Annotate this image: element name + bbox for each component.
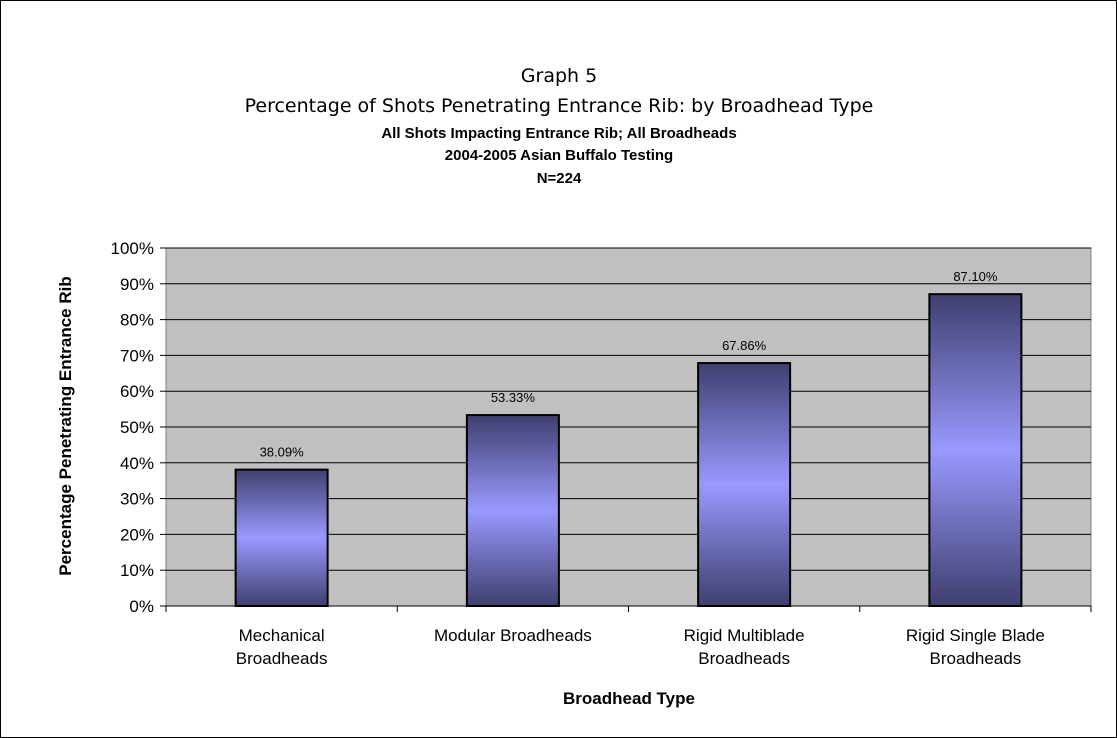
data-label: 38.09%	[260, 445, 305, 460]
bar	[465, 414, 560, 608]
x-tick-label: Modular Broadheads	[434, 626, 592, 645]
data-labels: 38.09% 53.33% 67.86% 87.10%	[260, 269, 998, 459]
chart-subtitle-line-2: 2004-2005 Asian Buffalo Testing	[445, 147, 673, 164]
data-label: 53.33%	[491, 390, 536, 405]
bars	[234, 293, 1023, 608]
x-axis-title: Broadhead Type	[563, 689, 695, 708]
y-axis-ticks: 0% 10% 20% 30% 40% 50% 60% 70% 80% 90% 100%	[111, 239, 166, 616]
data-label: 87.10%	[953, 269, 998, 284]
bar	[234, 468, 329, 607]
y-axis-title: Percentage Penetrating Entrance Rib	[56, 276, 75, 575]
y-tick-label: 60%	[120, 382, 154, 401]
bar	[928, 293, 1023, 607]
chart-subtitle-line-1: All Shots Impacting Entrance Rib; All Br…	[381, 125, 736, 142]
chart-subtitle-line-3: N=224	[537, 170, 582, 187]
bar	[697, 362, 792, 607]
y-tick-label: 40%	[120, 454, 154, 473]
y-tick-label: 0%	[129, 597, 154, 616]
y-tick-label: 50%	[120, 418, 154, 437]
y-tick-label: 70%	[120, 346, 154, 365]
chart-title: Graph 5	[521, 65, 597, 87]
y-tick-label: 10%	[120, 561, 154, 580]
y-tick-label: 30%	[120, 490, 154, 509]
y-tick-label: 20%	[120, 525, 154, 544]
y-tick-label: 100%	[111, 239, 154, 258]
y-tick-label: 90%	[120, 275, 154, 294]
chart-subtitle: Percentage of Shots Penetrating Entrance…	[245, 95, 874, 117]
x-tick-label: Rigid Single Blade Broadheads	[906, 626, 1045, 668]
x-tick-label: Mechanical Broadheads	[236, 626, 328, 668]
x-tick-label: Rigid Multiblade Broadheads	[684, 626, 805, 668]
data-label: 67.86%	[722, 338, 767, 353]
y-tick-label: 80%	[120, 311, 154, 330]
x-axis-labels: Mechanical Broadheads Modular Broadheads Ri…	[236, 626, 1045, 668]
x-axis	[165, 605, 1092, 612]
